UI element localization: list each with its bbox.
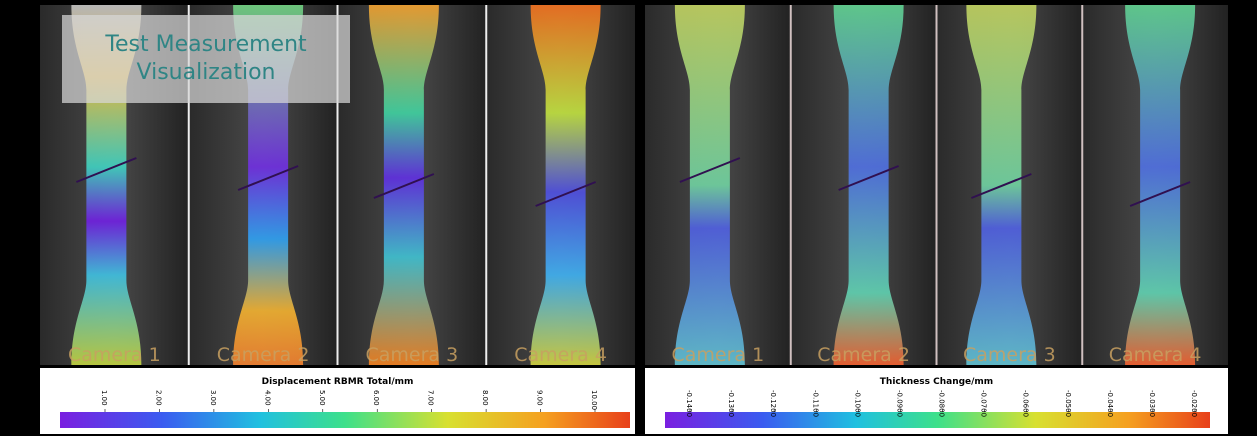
colorbar-tick-label: -0.1400 — [685, 390, 693, 417]
colorbar-title: Displacement RBMR Total/mm — [262, 377, 414, 387]
colorbar-tick-label: 2.00 — [154, 390, 162, 406]
camera-label: Camera 3 — [963, 344, 1056, 366]
page: Camera 1 Camera 2 Camera 3 Camera 4 Displace… — [0, 0, 1257, 436]
colorbar-tick-label: -0.0600 — [1022, 390, 1030, 417]
colorbar-tick-label: -0.0800 — [938, 390, 946, 417]
colorbar-tick-label: 5.00 — [318, 390, 326, 406]
colorbar-tick-label: -0.1200 — [769, 390, 777, 417]
camera-label: Camera 1 — [68, 344, 161, 366]
camera-label: Camera 2 — [817, 344, 910, 366]
colorbar-tick-label: 8.00 — [481, 390, 489, 406]
camera-label: Camera 4 — [1109, 344, 1202, 366]
colorbar-tick-label: 10.00 — [590, 390, 598, 410]
camera-label: Camera 4 — [514, 344, 607, 366]
colorbar — [60, 412, 630, 428]
colorbar-tick-label: -0.0900 — [895, 390, 903, 417]
colorbar-tick-label: -0.1300 — [727, 390, 735, 417]
colorbar-tick-label: 6.00 — [372, 390, 380, 406]
colorbar-tick-label: -0.0500 — [1064, 390, 1072, 417]
colorbar-tick-label: -0.0400 — [1106, 390, 1114, 417]
colorbar-tick-label: -0.0200 — [1190, 390, 1198, 417]
colorbar-tick-label: -0.0300 — [1148, 390, 1156, 417]
colorbar-tick-label: -0.0700 — [980, 390, 988, 417]
colorbar-tick-label: 9.00 — [536, 390, 544, 406]
colorbar-tick-label: 1.00 — [100, 390, 108, 406]
camera-label: Camera 2 — [217, 344, 310, 366]
overlay-title: Test Measurement Visualization — [62, 15, 350, 103]
colorbar-tick-label: -0.1100 — [811, 390, 819, 417]
colorbar-title: Thickness Change/mm — [880, 377, 993, 387]
colorbar-tick-label: 4.00 — [263, 390, 271, 406]
camera-label: Camera 3 — [366, 344, 459, 366]
colorbar-tick-label: 7.00 — [427, 390, 435, 406]
colorbar-tick-label: 3.00 — [209, 390, 217, 406]
colorbar — [665, 412, 1210, 428]
camera-label: Camera 1 — [672, 344, 765, 366]
colorbar-tick-label: -0.1000 — [853, 390, 861, 417]
